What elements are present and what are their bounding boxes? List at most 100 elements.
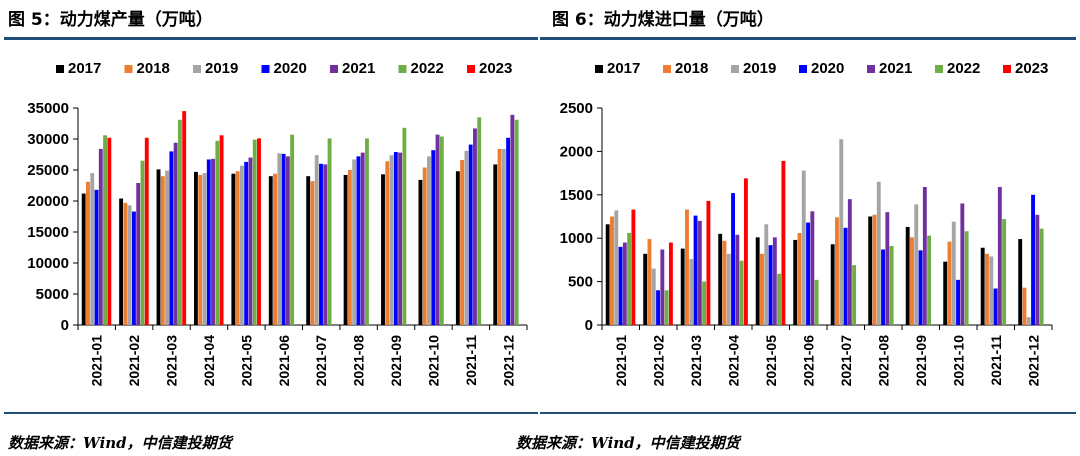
- bar: [473, 128, 477, 325]
- bar: [697, 220, 702, 325]
- bar: [510, 114, 515, 325]
- bar: [760, 253, 764, 325]
- bar: [193, 171, 198, 325]
- bar: [777, 273, 782, 325]
- bar: [365, 138, 369, 325]
- bar: [922, 186, 927, 325]
- source-note: 数据来源：Wind，中信建投期货: [516, 434, 740, 452]
- bar: [244, 161, 249, 325]
- bar: [464, 150, 469, 325]
- bar: [268, 176, 273, 325]
- bar: [768, 245, 773, 325]
- import-chart: 2017 2018 2019 2020 2021 2022 2023 0 500 1000 1500…: [560, 60, 1053, 387]
- production-panel: 图 5：动力煤产量（万吨） 2017 2018 2019 2020 2021 2022 20…: [4, 10, 538, 452]
- x-tick-label: 2021-02: [126, 335, 142, 387]
- bar: [764, 224, 769, 325]
- bar: [1026, 317, 1031, 325]
- bar: [103, 135, 107, 325]
- bar: [347, 170, 352, 325]
- bar: [468, 144, 473, 325]
- bar: [726, 253, 731, 325]
- legend-swatch: [663, 65, 671, 73]
- bar: [997, 186, 1002, 325]
- x-tick-label: 2021-05: [763, 335, 779, 387]
- legend-swatch: [398, 65, 407, 73]
- x-tick-label: 2021-08: [875, 335, 891, 387]
- bar: [702, 281, 707, 325]
- bar: [956, 279, 960, 325]
- import-panel: 图 6：动力煤进口量（万吨） 2017 2018 2019 2020 2021 2022 2…: [516, 0, 1080, 456]
- legend-swatch: [731, 65, 739, 73]
- bar: [960, 203, 965, 325]
- bar: [631, 209, 636, 325]
- bar: [964, 231, 969, 325]
- bar: [86, 181, 90, 325]
- x-tick-label: 2021-11: [988, 335, 1004, 386]
- bar: [605, 224, 610, 325]
- bar: [651, 268, 656, 325]
- y-tick-label: 20000: [27, 193, 69, 210]
- bar: [327, 138, 332, 325]
- bar: [277, 153, 282, 325]
- bar: [231, 173, 236, 325]
- bar: [314, 155, 319, 325]
- bar: [310, 181, 315, 325]
- bar: [123, 202, 128, 325]
- bar: [177, 119, 182, 325]
- bar: [323, 164, 328, 325]
- y-tick-label: 5000: [36, 286, 69, 303]
- bar: [285, 156, 290, 325]
- bar: [627, 232, 632, 325]
- y-tick-label: 1000: [560, 230, 593, 247]
- legend-label: 2019: [205, 60, 238, 77]
- bar: [90, 173, 95, 325]
- x-tick-label: 2021-02: [650, 335, 666, 387]
- legend-label: 2023: [479, 60, 512, 77]
- bar: [839, 139, 844, 325]
- production-chart: 2017 2018 2019 2020 2021 2022 2023 0 5000 10000 15…: [27, 60, 528, 387]
- bar: [1031, 194, 1035, 325]
- bottom-rule: [540, 412, 1076, 414]
- bar: [477, 117, 482, 325]
- bar: [989, 256, 994, 325]
- bar: [647, 239, 652, 325]
- bar: [622, 242, 627, 325]
- bar: [943, 261, 948, 325]
- legend-label: 2021: [342, 60, 375, 77]
- legend-swatch: [935, 65, 943, 73]
- bar: [614, 210, 619, 325]
- bar: [215, 140, 220, 325]
- y-tick-label: 10000: [27, 255, 69, 272]
- bar: [993, 288, 998, 325]
- bar: [119, 198, 124, 325]
- y-tick-label: 1500: [560, 187, 593, 204]
- y-tick-label: 35000: [27, 100, 69, 117]
- bar: [160, 176, 165, 325]
- bar: [385, 161, 390, 325]
- bar: [381, 174, 385, 325]
- x-tick-label: 2021-07: [838, 335, 854, 387]
- legend-label: 2021: [879, 60, 912, 77]
- bar: [81, 193, 86, 325]
- bar: [1002, 219, 1007, 325]
- bar: [814, 279, 819, 325]
- legend-label: 2017: [68, 60, 101, 77]
- legend-swatch: [193, 65, 201, 73]
- bar: [98, 148, 103, 325]
- bar: [427, 156, 431, 325]
- x-tick-label: 2021-01: [613, 335, 629, 387]
- bar: [356, 156, 361, 325]
- bar: [94, 189, 99, 325]
- bar: [876, 181, 881, 325]
- x-tick-label: 2021-05: [238, 335, 254, 387]
- legend-swatch: [1003, 65, 1011, 73]
- bar: [248, 157, 253, 325]
- bar: [980, 247, 985, 325]
- bar: [793, 239, 798, 325]
- x-tick-label: 2021-04: [201, 335, 217, 387]
- legend-label: 2020: [274, 60, 307, 77]
- bar: [735, 234, 740, 325]
- bar: [501, 148, 506, 325]
- bar: [881, 249, 885, 325]
- chart-title: 图 5：动力煤产量（万吨）: [8, 10, 213, 30]
